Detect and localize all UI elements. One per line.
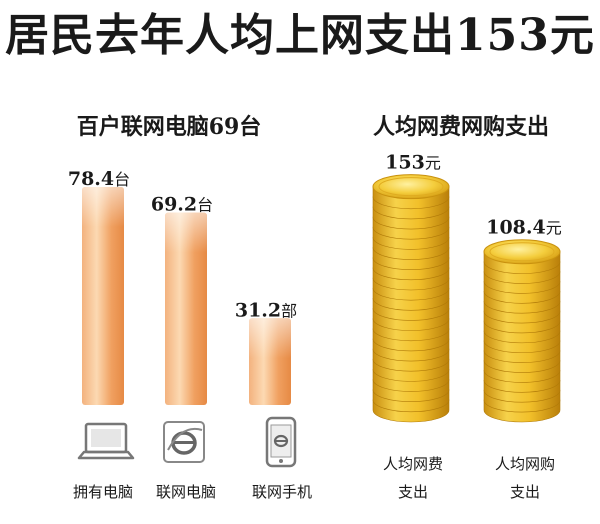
right-coin-group: 153元 108.4元 <box>372 152 562 423</box>
category-label-owned-computer: 拥有电脑 <box>72 483 133 501</box>
category-label-networked-phone: 联网手机 <box>251 483 312 501</box>
left-chart-title: 百户联网电脑69台 <box>76 114 262 140</box>
category-label-online-shopping: 人均网购 支出 <box>470 450 580 506</box>
coin-value-label-0: 153元 <box>385 152 441 174</box>
bar-highlight-2 <box>249 318 291 359</box>
coin-top-0 <box>372 174 450 200</box>
coin-top-rim-1 <box>489 242 555 262</box>
coin-value-label-1: 108.4元 <box>486 217 562 239</box>
category-label-net-fee: 人均网费 支出 <box>358 450 468 506</box>
laptop-icon <box>77 422 135 460</box>
left-bar-group: 78.4台 69.2台 31.2部 <box>68 168 297 405</box>
coin-stack-1 <box>483 239 561 423</box>
category-label-online-shopping-line1: 人均网购 <box>494 455 555 473</box>
category-label-online-shopping-line2: 支出 <box>509 483 540 501</box>
bar-value-label-0: 78.4台 <box>68 168 130 190</box>
bar-value-label-2: 31.2部 <box>235 299 297 321</box>
bar-0 <box>82 187 124 405</box>
bar-highlight-0 <box>82 187 124 228</box>
bar-value-label-1: 69.2台 <box>151 194 213 216</box>
category-label-net-fee-line1: 人均网费 <box>382 455 443 473</box>
category-label-net-fee-line2: 支出 <box>397 483 428 501</box>
ie-browser-icon <box>163 421 205 463</box>
right-chart-title: 人均网费网购支出 <box>372 114 549 140</box>
page-title: 居民去年人均上网支出153元 <box>5 10 595 61</box>
mobile-phone-icon <box>265 416 297 468</box>
coin-top-1 <box>483 239 561 265</box>
category-label-networked-computer: 联网电脑 <box>155 483 216 501</box>
coin-top-rim-0 <box>378 177 444 197</box>
bar-1 <box>165 212 207 405</box>
coin-stack-0 <box>372 174 450 423</box>
bar-highlight-1 <box>165 212 207 253</box>
